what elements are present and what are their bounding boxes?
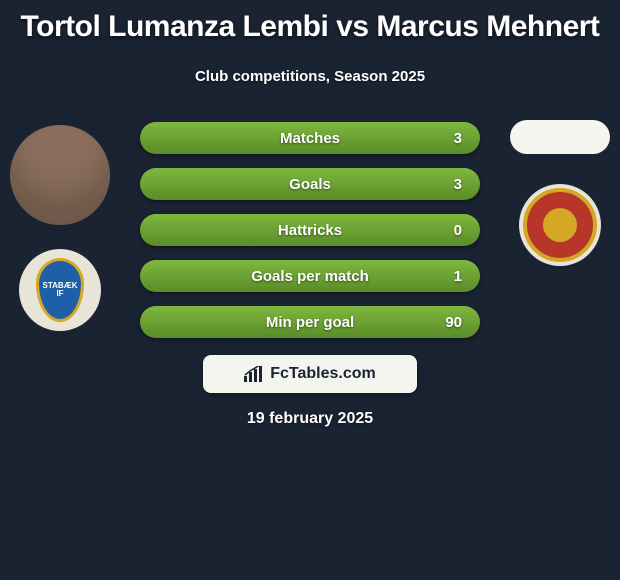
- stat-row-goals: Goals 3: [140, 168, 480, 200]
- club1-shield-icon: STABÆK IF: [36, 258, 84, 322]
- stat-value-p2: 3: [454, 176, 462, 193]
- stat-value-p2: 1: [454, 268, 462, 285]
- player1-column: STABÆK IF: [10, 125, 110, 331]
- stat-row-goals-per-match: Goals per match 1: [140, 260, 480, 292]
- stat-row-hattricks: Hattricks 0: [140, 214, 480, 246]
- title: Tortol Lumanza Lembi vs Marcus Mehnert: [0, 0, 620, 44]
- stat-label: Goals per match: [251, 268, 369, 285]
- date-label: 19 february 2025: [247, 410, 373, 428]
- player2-photo-placeholder: [510, 120, 610, 154]
- stat-row-min-per-goal: Min per goal 90: [140, 306, 480, 338]
- player1-photo: [10, 125, 110, 225]
- subtitle: Club competitions, Season 2025: [0, 68, 620, 85]
- stat-value-p2: 3: [454, 130, 462, 147]
- chart-icon: [244, 366, 264, 382]
- brand-text: FcTables.com: [270, 365, 376, 383]
- stats-list: Matches 3 Goals 3 Hattricks 0 Goals per …: [140, 122, 480, 338]
- stat-value-p2: 90: [445, 314, 462, 331]
- club1-crest: STABÆK IF: [19, 249, 101, 331]
- club2-shield-icon: [523, 188, 597, 262]
- player2-column: [510, 120, 610, 266]
- stat-value-p2: 0: [454, 222, 462, 239]
- stat-row-matches: Matches 3: [140, 122, 480, 154]
- stat-label: Goals: [289, 176, 331, 193]
- brand-badge[interactable]: FcTables.com: [203, 355, 417, 393]
- club2-crest: [519, 184, 601, 266]
- stat-label: Min per goal: [266, 314, 354, 331]
- stat-label: Hattricks: [278, 222, 342, 239]
- stat-label: Matches: [280, 130, 340, 147]
